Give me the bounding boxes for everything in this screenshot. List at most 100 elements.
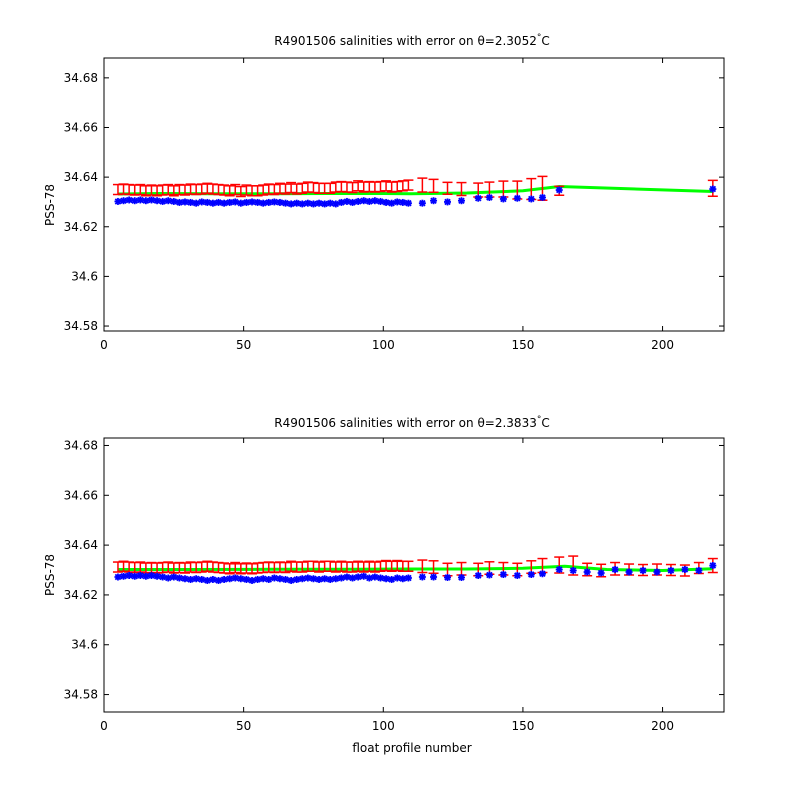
bottom-star-d2 — [349, 574, 356, 582]
bottom-star-d2 — [555, 566, 563, 573]
top-star-d2 — [282, 199, 289, 207]
chart-top-mapped-series — [112, 175, 718, 201]
top-star-d2 — [528, 195, 535, 203]
bottom-float-point — [527, 571, 535, 579]
bottom-star-d2 — [667, 567, 675, 574]
bottom-star-d2 — [653, 568, 661, 576]
top-star-d2 — [287, 200, 295, 208]
bottom-star-d2 — [276, 575, 284, 582]
top-star-d2 — [486, 194, 493, 201]
top-float-point — [418, 199, 426, 207]
chart-bottom-calibrated-line — [117, 564, 713, 573]
bottom-star-d2 — [259, 575, 267, 582]
top-mapped-errorbar — [163, 183, 174, 196]
top-mapped-errorbar — [286, 181, 297, 194]
top-mapped-errorbar — [456, 181, 467, 197]
bottom-star-d2 — [231, 574, 239, 582]
bottom-star-d2 — [371, 573, 379, 581]
top-float-point — [360, 197, 368, 205]
bottom-star-d2 — [204, 577, 211, 584]
bottom-xtick-label: 50 — [236, 719, 251, 733]
top-float-point — [192, 199, 200, 207]
top-float-point — [555, 186, 563, 194]
bottom-float-point — [371, 573, 379, 581]
chart-bottom-title-degree: ° — [537, 415, 542, 425]
bottom-mapped-errorbar — [428, 560, 439, 575]
top-star-d2 — [405, 199, 412, 207]
top-float-point — [343, 197, 351, 205]
bottom-star-d2 — [159, 573, 166, 581]
bottom-float-point — [248, 576, 256, 584]
bottom-ytick-label: 34.6 — [71, 638, 98, 652]
top-float-point — [399, 198, 407, 206]
bottom-float-point — [164, 574, 172, 582]
bottom-star-d2 — [254, 576, 261, 583]
bottom-star-d2 — [304, 574, 312, 582]
bottom-float-point — [309, 575, 317, 583]
bottom-float-point — [153, 572, 161, 580]
top-star-d2 — [192, 199, 200, 207]
top-ytick-label: 34.6 — [71, 269, 98, 283]
bottom-star-d2 — [354, 573, 362, 581]
bottom-float-point — [639, 567, 647, 575]
bottom-star-d2 — [237, 575, 245, 582]
top-star-d2 — [304, 199, 312, 207]
top-float-point — [474, 194, 482, 202]
bottom-float-point — [343, 573, 351, 581]
top-float-point — [349, 198, 357, 206]
top-mapped-errorbar — [325, 182, 336, 195]
top-star-d2 — [226, 199, 233, 206]
bottom-float-point — [125, 571, 133, 579]
bottom-star-d2 — [399, 575, 407, 582]
bottom-mapped-errorbar — [403, 560, 414, 573]
top-star-d2 — [366, 198, 373, 205]
bottom-float-point — [430, 573, 438, 581]
top-star-d2 — [137, 196, 144, 204]
chart-top-title-degree: ° — [537, 33, 542, 43]
bottom-float-point — [282, 575, 290, 583]
bottom-star-d2 — [569, 567, 577, 574]
bottom-star-d2 — [120, 572, 127, 580]
bottom-star-d2 — [248, 577, 256, 584]
bottom-star-d2 — [430, 573, 437, 581]
top-star-d2 — [248, 198, 256, 206]
top-star-d2 — [354, 198, 362, 205]
top-mapped-errorbar — [179, 184, 190, 196]
bottom-star-d2 — [500, 571, 507, 578]
top-star-d2 — [198, 198, 206, 206]
bottom-float-point — [709, 562, 717, 570]
bottom-star-d2 — [393, 574, 401, 582]
bottom-ytick-label: 34.62 — [64, 588, 98, 602]
bottom-star-d2 — [243, 576, 250, 583]
bottom-calibrated-polyline — [117, 564, 713, 573]
bottom-float-point — [653, 568, 661, 576]
chart-bottom-xlabel: float profile number — [352, 741, 471, 755]
bottom-float-point — [337, 574, 345, 582]
bottom-float-point — [393, 574, 401, 582]
bottom-star-d2 — [444, 574, 451, 581]
bottom-star-d2 — [681, 566, 689, 573]
bottom-float-point — [485, 571, 493, 579]
top-star-d2 — [555, 186, 563, 194]
chart-bottom-title-unit: C — [541, 416, 549, 430]
top-star-d2 — [271, 198, 278, 206]
bottom-star-d2 — [114, 573, 122, 581]
bottom-star-d2 — [148, 572, 155, 579]
top-xtick-label: 100 — [372, 338, 395, 352]
bottom-ytick-label: 34.64 — [64, 538, 98, 552]
top-mapped-errorbar — [417, 177, 428, 193]
bottom-float-point — [120, 572, 128, 580]
top-star-d2 — [382, 199, 390, 206]
top-star-d2 — [310, 200, 317, 208]
top-star-d2 — [120, 197, 127, 204]
top-float-point — [485, 193, 493, 201]
top-float-point — [371, 197, 379, 205]
bottom-star-d2 — [176, 574, 183, 582]
bottom-star-d2 — [539, 570, 546, 578]
top-star-d2 — [209, 199, 217, 207]
top-star-d2 — [259, 199, 267, 207]
bottom-star-d2 — [181, 575, 189, 582]
top-star-d2 — [204, 199, 211, 206]
bottom-float-point — [276, 575, 284, 583]
top-star-d2 — [125, 196, 133, 204]
